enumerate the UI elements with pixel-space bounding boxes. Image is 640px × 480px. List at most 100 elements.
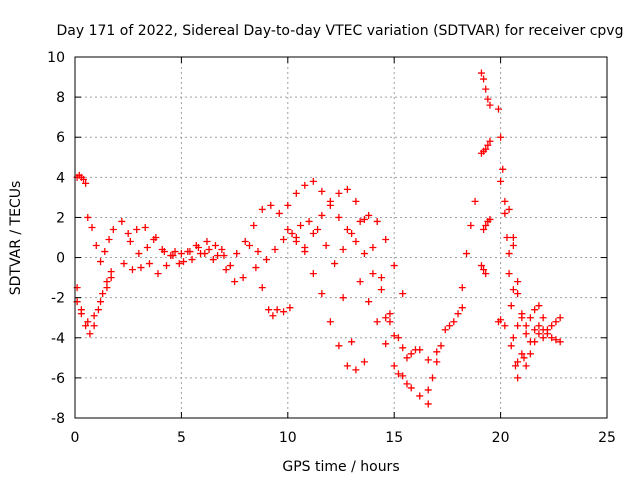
data-point	[82, 179, 90, 187]
data-point	[292, 234, 300, 241]
data-point	[477, 262, 485, 270]
data-point	[271, 246, 279, 254]
y-axis-label: SDTVAR / TECUs	[8, 181, 24, 296]
data-point	[394, 334, 402, 342]
data-point	[429, 374, 437, 382]
data-point	[154, 270, 162, 278]
data-point	[514, 290, 522, 298]
data-point	[335, 213, 343, 221]
data-point	[143, 244, 151, 252]
data-point	[103, 278, 111, 286]
data-point	[360, 215, 368, 223]
data-point	[552, 336, 560, 344]
series-sat-r	[477, 69, 494, 109]
data-point	[390, 262, 398, 270]
data-point	[97, 298, 105, 306]
y-tick-label: 10	[47, 50, 65, 66]
data-point	[446, 322, 454, 330]
data-point	[480, 225, 488, 233]
x-axis-label: GPS time / hours	[282, 459, 399, 475]
x-tick-label: 25	[598, 430, 616, 446]
data-point	[486, 215, 494, 223]
series-sat-l	[292, 234, 368, 374]
data-point	[203, 238, 211, 246]
data-point	[480, 75, 488, 83]
data-point	[482, 145, 490, 153]
data-point	[211, 242, 219, 250]
data-point	[394, 370, 402, 378]
data-point	[258, 205, 266, 213]
data-point	[301, 248, 309, 256]
data-point	[535, 330, 543, 338]
y-tick-label: 2	[56, 210, 65, 226]
data-point	[522, 322, 530, 330]
data-point	[107, 268, 115, 276]
data-point	[226, 262, 234, 270]
data-point	[505, 270, 513, 278]
data-point	[343, 362, 351, 370]
data-point	[241, 238, 249, 246]
data-point	[539, 334, 547, 342]
data-point	[177, 250, 185, 258]
data-point	[433, 348, 441, 356]
series-sat-n	[356, 278, 432, 408]
series-sat-k	[284, 177, 419, 362]
data-point	[505, 250, 513, 258]
data-point	[331, 260, 339, 268]
series-sat-c	[84, 213, 117, 266]
data-point	[458, 284, 466, 292]
data-point	[292, 189, 300, 197]
data-point	[373, 217, 381, 225]
data-point	[163, 262, 171, 270]
data-point	[126, 238, 134, 246]
data-point	[135, 250, 143, 258]
data-point	[184, 248, 192, 256]
data-point	[486, 137, 494, 145]
data-point	[505, 205, 513, 213]
x-tick-label: 10	[279, 430, 297, 446]
data-point	[252, 264, 260, 272]
y-tick-label: 0	[56, 251, 65, 267]
data-point	[531, 326, 539, 334]
data-point	[352, 366, 360, 374]
data-point	[258, 284, 266, 292]
data-point	[84, 213, 92, 221]
data-point	[150, 236, 158, 244]
data-point	[84, 318, 92, 326]
series-sat-g	[124, 223, 226, 268]
data-point	[88, 223, 96, 231]
data-point	[458, 304, 466, 312]
data-point	[118, 217, 126, 225]
data-point	[365, 298, 373, 306]
data-point	[339, 246, 347, 254]
data-point	[407, 384, 415, 392]
data-point	[463, 250, 471, 258]
data-point	[407, 350, 415, 358]
data-point	[360, 358, 368, 366]
data-point	[386, 310, 394, 318]
data-point	[509, 334, 517, 342]
data-point	[518, 314, 526, 322]
data-point	[390, 332, 398, 340]
y-tick-label: -8	[51, 411, 65, 427]
data-point	[399, 290, 407, 298]
series-sat-y	[509, 242, 564, 346]
data-point	[245, 242, 253, 250]
data-point	[497, 133, 505, 141]
data-point	[280, 236, 288, 244]
data-point	[535, 302, 543, 310]
y-tick-label: 8	[56, 90, 65, 106]
data-point	[514, 374, 522, 382]
data-point	[543, 326, 551, 334]
data-point	[403, 380, 411, 388]
data-point	[382, 314, 390, 322]
series-sat-x	[505, 205, 564, 346]
series-sat-o	[382, 314, 441, 364]
data-point	[322, 242, 330, 250]
data-point	[180, 258, 188, 266]
data-point	[254, 248, 262, 256]
data-point	[288, 229, 296, 237]
data-point	[192, 242, 200, 250]
data-point	[503, 234, 511, 241]
data-point	[275, 209, 283, 217]
